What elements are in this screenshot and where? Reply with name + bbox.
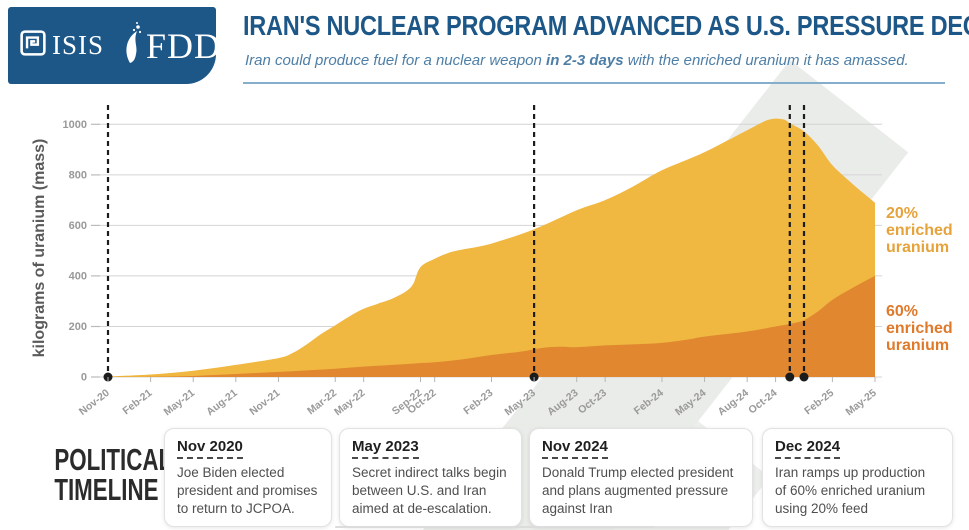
y-axis-title: kilograms of uranium (mass) [31,138,48,358]
logo-fdd-text: FDD [146,25,222,66]
x-tick-label: Nov-20 [77,387,112,418]
fdd-leaf-icon [122,21,144,70]
timeline-card-may-2023: May 2023 Secret indirect talks begin bet… [339,428,522,528]
timeline-card-text: Iran ramps up production of 60% enriched… [775,465,926,516]
timeline-card-date: Nov 2020 [177,438,243,459]
logo-box: ISIS FDD [8,7,220,84]
timeline-heading-line1: POLITICAL [54,442,173,477]
y-tick-label: 200 [69,321,87,333]
timeline-card-date: Nov 2024 [542,438,608,459]
y-tick-label: 0 [81,372,87,384]
timeline-card-date: May 2023 [352,438,419,459]
y-tick-label: 800 [69,169,87,181]
subtitle-prefix: Iran could produce fuel for a nuclear we… [245,52,547,69]
page-subtitle: Iran could produce fuel for a nuclear we… [245,52,909,69]
event-dot [799,372,809,382]
timeline-card-nov-2020: Nov 2020 Joe Biden elected president and… [164,428,332,528]
x-tick-label: Aug-24 [716,387,752,418]
timeline-card-text: Secret indirect talks begin between U.S.… [352,465,507,516]
header-divider [243,82,945,84]
y-tick-label: 600 [69,220,87,232]
timeline-heading-line2: TIMELINE [54,472,159,508]
x-tick-label: May-21 [162,387,198,418]
logo-isis-text: ISIS [52,30,105,60]
page-title: IRAN'S NUCLEAR PROGRAM ADVANCED AS U.S. … [243,10,969,41]
area-60-enriched [108,275,875,377]
x-tick-label: May-24 [673,387,709,418]
x-tick-label: May-22 [332,387,368,418]
bottom-divider [335,526,655,528]
timeline-card-text: Donald Trump elected president and plans… [542,465,734,516]
isis-spiral-icon [20,30,46,61]
x-tick-label: May-25 [843,387,879,418]
event-dot [785,372,795,382]
y-tick-label: 400 [69,270,87,282]
x-axis: Nov-20 Feb-21 May-21 Aug-21 Nov-21 Mar-22May-… [77,377,879,418]
x-tick-label: Oct-24 [746,387,779,417]
timeline-card-nov-2024: Nov 2024 Donald Trump elected president … [529,428,753,528]
timeline-heading: POLITICAL TIMELINE [54,442,173,508]
series-label-60-enriched: 60% enriched uranium [886,303,953,354]
x-tick-label: Feb-25 [802,387,836,417]
timeline-card-date: Dec 2024 [775,438,841,459]
x-tick-label: Aug-21 [204,387,240,418]
x-tick-label: Oct-23 [576,387,609,417]
subtitle-suffix: with the enriched uranium it has amassed… [623,52,909,69]
subtitle-bold: in 2-3 days [546,52,624,69]
area-20-enriched [108,118,875,377]
x-tick-label: Feb-24 [632,387,666,417]
timeline-card-text: Joe Biden elected president and promises… [177,465,318,516]
x-tick-label: Aug-23 [545,387,581,418]
x-tick-label: Nov-21 [247,387,282,418]
x-tick-label: May-23 [503,387,539,418]
x-tick-label: Feb-23 [461,387,495,417]
x-tick-label: Feb-21 [120,387,154,417]
series-label-20-enriched: 20% enriched uranium [886,205,953,256]
y-tick-label: 1000 [63,119,87,131]
timeline-card-dec-2024: Dec 2024 Iran ramps up production of 60%… [762,428,953,528]
